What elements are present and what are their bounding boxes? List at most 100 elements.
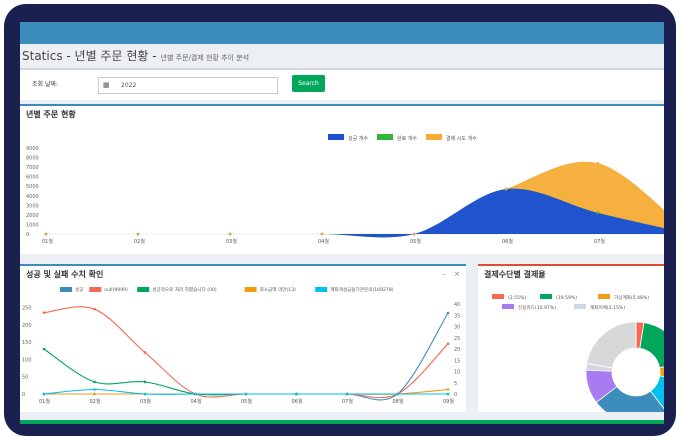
data-point: [446, 392, 450, 396]
legend-swatch-5: [502, 304, 514, 309]
y-right-tick-label: 10: [454, 370, 460, 376]
legend-label-4: 계좌개설금융기관문의(169278): [330, 286, 394, 293]
legend-swatch-3: [244, 287, 257, 292]
x-tick-label: 06월: [502, 238, 513, 245]
collapse-icon[interactable]: –: [442, 270, 446, 278]
legend-swatch-0: [492, 294, 504, 299]
success-failure-title: 성공 및 실패 수치 확인: [26, 270, 104, 279]
calendar-icon: ▦: [103, 81, 110, 89]
year-input[interactable]: ▦ 2022: [98, 77, 278, 94]
data-point: [345, 392, 349, 396]
x-tick-label: 03월: [140, 398, 151, 405]
legend-label-0: (2.55%): [508, 295, 526, 301]
x-tick-label: 01월: [39, 398, 50, 405]
content-header: [20, 44, 664, 66]
x-tick-label: 02월: [134, 238, 145, 245]
legend-label-1: 완료 개수: [397, 135, 417, 142]
legend-swatch-1: [540, 294, 552, 299]
legend-label-2: 성공적으로 처리 하였습니다 (00): [152, 286, 217, 293]
close-icon[interactable]: ×: [454, 270, 460, 278]
data-point: [93, 392, 96, 396]
legend-swatch-0: [328, 134, 344, 140]
y-right-tick-label: 25: [454, 336, 460, 342]
legend-swatch-6: [574, 304, 586, 309]
data-point: [396, 392, 399, 396]
data-point: [136, 232, 140, 236]
payment-method-title: 결제수단별 결제율: [484, 270, 546, 279]
date-label: 조회 날짜:: [32, 81, 59, 88]
y-tick-label: 7000: [26, 165, 39, 171]
y-tick-label: 1000: [26, 222, 39, 228]
line-series-0: [44, 312, 449, 401]
pie-slice-3: [650, 375, 664, 410]
data-point: [412, 232, 416, 236]
x-tick-label: 04월: [318, 238, 329, 245]
area-series-0: [46, 188, 664, 238]
x-tick-label: 07월: [342, 398, 353, 405]
data-point: [93, 388, 96, 391]
data-point: [194, 392, 197, 396]
data-point: [143, 351, 147, 354]
y-right-tick-label: 20: [454, 347, 460, 353]
y-right-tick-label: 35: [454, 313, 460, 319]
app-screen: Statics - 년별 주문 현황 - 년별 주문/결제 현황 추이 분석 조회…: [20, 22, 664, 424]
search-box: 조회 날짜: ▦ 2022 Search: [20, 68, 664, 100]
legend-swatch-2: [137, 287, 150, 292]
data-point: [446, 342, 450, 346]
y-left-tick-label: 50: [22, 375, 28, 381]
legend-label-2: 결제 시도 개수: [446, 135, 477, 142]
page-title-text: Statics - 년별 주문 현황 -: [22, 49, 157, 63]
y-tick-label: 3000: [26, 203, 39, 209]
line-series-2: [43, 348, 448, 396]
legend-label-0: 성공: [75, 286, 83, 293]
legend-swatch-0: [60, 287, 72, 292]
data-point: [93, 380, 96, 384]
y-tick-label: 5000: [26, 184, 39, 190]
legend-label-2: 가상계좌(5.48%): [614, 294, 649, 301]
x-tick-label: 08월: [393, 398, 404, 405]
year-value: 2022: [121, 82, 137, 89]
legend-label-1: (19.59%): [556, 295, 577, 301]
yearly-order-panel: 년별 주문 현황 성공 개수 완료 개수 결제 시도 개수 0 1000 2000 3000…: [20, 104, 664, 254]
yearly-order-chart: 성공 개수 완료 개수 결제 시도 개수 0 1000 2000 3000 4000 5000 6…: [26, 134, 664, 245]
x-tick-label: 04월: [191, 398, 202, 405]
data-point: [446, 311, 450, 315]
device-bezel: Statics - 년별 주문 현황 - 년별 주문/결제 현황 추이 분석 조회…: [4, 4, 676, 436]
y-tick-label: 9000: [26, 146, 39, 152]
x-tick-label: 06월: [292, 398, 303, 405]
data-point: [596, 211, 600, 215]
yearly-order-title: 년별 주문 현황: [26, 110, 76, 119]
search-button[interactable]: Search: [292, 75, 325, 92]
data-point: [93, 307, 96, 311]
data-point: [44, 232, 48, 236]
data-point: [320, 232, 324, 236]
y-tick-label: 4000: [26, 194, 39, 200]
payment-method-panel: 결제수단별 결제율 (2.55%) (19.59%) 가상계좌(5.48%) 신용카드…: [478, 264, 664, 412]
data-point: [295, 392, 298, 396]
x-tick-label: 05월: [241, 398, 252, 405]
data-point: [504, 187, 508, 191]
data-point: [228, 232, 232, 236]
y-right-tick-label: 40: [454, 302, 460, 308]
y-right-tick-label: 5: [454, 381, 457, 387]
data-point: [596, 161, 600, 165]
legend-swatch-2: [598, 294, 610, 299]
y-right-tick-label: 0: [454, 392, 457, 398]
legend-swatch-1: [89, 287, 102, 292]
y-left-tick-label: 250: [22, 305, 32, 311]
y-tick-label: 0: [26, 232, 29, 238]
data-point: [143, 392, 147, 396]
legend-swatch-1: [377, 134, 393, 140]
y-left-tick-label: 0: [22, 392, 25, 398]
y-left-tick-label: 200: [22, 323, 32, 329]
x-tick-label: 02월: [90, 398, 101, 405]
data-point: [42, 347, 46, 351]
legend-label-5: 신용카드(10.97%): [518, 304, 556, 311]
page-title: Statics - 년별 주문 현황 - 년별 주문/결제 현황 추이 분석: [22, 47, 249, 64]
y-tick-label: 8000: [26, 156, 39, 162]
y-right-tick-label: 15: [454, 358, 460, 364]
x-tick-label: 07월: [594, 238, 605, 245]
data-point: [446, 388, 450, 391]
y-tick-label: 6000: [26, 175, 39, 181]
